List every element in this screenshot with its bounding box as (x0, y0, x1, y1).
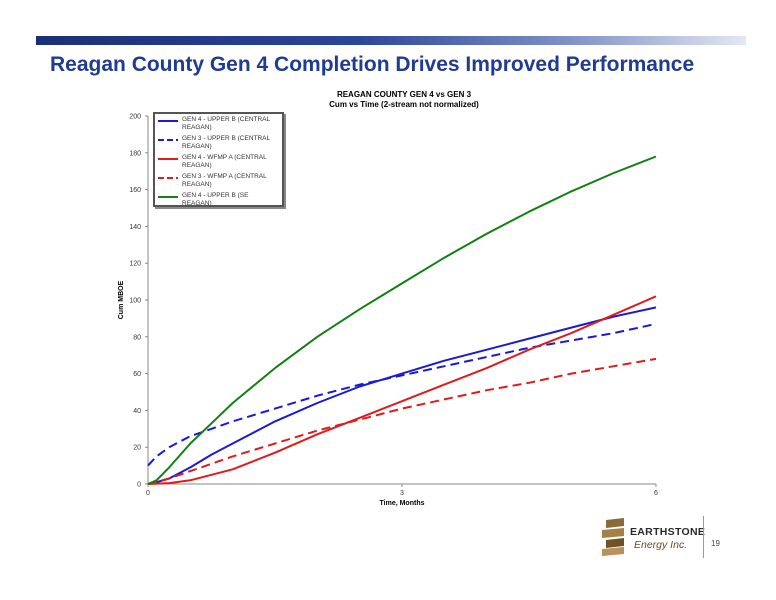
y-tick-label: 200 (129, 114, 141, 121)
legend-item: GEN 3 - UPPER B (CENTRAL REAGAN) (158, 135, 279, 154)
legend-label: GEN 3 - WFMP A (CENTRAL REAGAN) (182, 173, 267, 188)
y-tick-label: 40 (133, 408, 141, 415)
page-number: 19 (711, 539, 720, 548)
y-tick-label: 20 (133, 445, 141, 452)
chart-legend: GEN 4 - UPPER B (CENTRAL REAGAN) GEN 3 - … (153, 112, 284, 207)
chart-title: REAGAN COUNTY GEN 4 vs GEN 3 (336, 90, 472, 99)
company-logo: EARTHSTONE Energy Inc. (600, 516, 710, 560)
chart-title-block: REAGAN COUNTY GEN 4 vs GEN 3 Cum vs Time… (150, 90, 658, 110)
legend-swatch (158, 139, 178, 141)
x-tick-label: 0 (146, 490, 150, 497)
x-axis-label: Time, Months (380, 500, 425, 507)
y-tick-label: 140 (129, 224, 141, 231)
chart-series (147, 155, 657, 485)
legend-item: GEN 3 - WFMP A (CENTRAL REAGAN) (158, 173, 279, 192)
slide-title: Reagan County Gen 4 Completion Drives Im… (50, 53, 695, 76)
legend-swatch (158, 158, 178, 160)
legend-item: GEN 4 - UPPER B (SE REAGAN) (158, 192, 279, 211)
chart-subtitle: Cum vs Time (2-stream not normalized) (329, 100, 479, 109)
logo-name: EARTHSTONE (630, 526, 706, 538)
legend-label: GEN 3 - UPPER B (CENTRAL REAGAN) (182, 135, 270, 150)
series-line-1 (147, 306, 657, 485)
y-tick-label: 60 (133, 371, 141, 378)
x-tick-label: 3 (400, 490, 404, 497)
y-tick-label: 80 (133, 334, 141, 341)
y-axis-label: Cum MBOE (118, 280, 125, 319)
legend-item: GEN 4 - WFMP A (CENTRAL REAGAN) (158, 154, 279, 173)
series-line-3 (147, 295, 657, 485)
header-accent-bar (36, 36, 746, 45)
legend-swatch (158, 177, 178, 179)
logo-divider (703, 516, 704, 558)
chart-axes (145, 115, 657, 487)
legend-swatch (158, 196, 178, 198)
x-tick-label: 6 (654, 490, 658, 497)
series-line-5 (147, 155, 657, 485)
series-line-4 (147, 357, 657, 485)
earthstone-logo-icon (602, 518, 624, 556)
legend-item: GEN 4 - UPPER B (CENTRAL REAGAN) (158, 116, 279, 135)
legend-swatch (158, 120, 178, 122)
y-tick-label: 0 (137, 482, 141, 489)
legend-label: GEN 4 - UPPER B (SE REAGAN) (182, 192, 249, 207)
y-tick-label: 100 (129, 298, 141, 305)
y-tick-label: 160 (129, 187, 141, 194)
series-line-2 (147, 322, 657, 467)
logo-subtitle: Energy Inc. (634, 539, 688, 551)
chart-labels: 0 20 40 60 80 100 120 140 160 180 200 0 3 6 Time, Mont… (118, 114, 658, 508)
legend-label: GEN 4 - UPPER B (CENTRAL REAGAN) (182, 116, 270, 131)
legend-label: GEN 4 - WFMP A (CENTRAL REAGAN) (182, 154, 267, 169)
y-tick-label: 120 (129, 261, 141, 268)
y-tick-label: 180 (129, 150, 141, 157)
